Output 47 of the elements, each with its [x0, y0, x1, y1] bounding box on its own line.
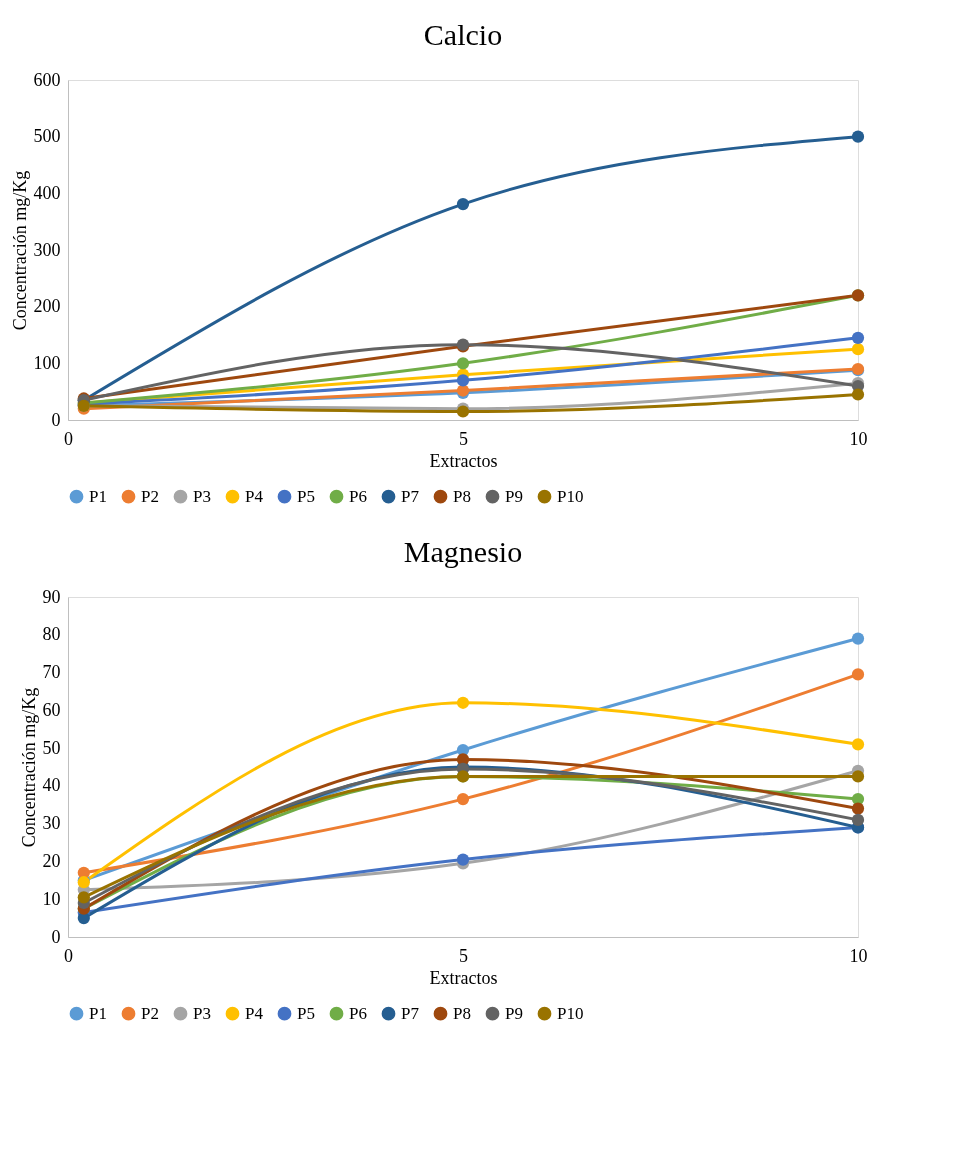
legend-label: P2 [141, 1003, 159, 1023]
legend-label: P6 [349, 1003, 367, 1023]
legend-label: P7 [401, 486, 420, 506]
legend-label: P8 [453, 1003, 471, 1023]
x-tick-label: 10 [849, 428, 868, 449]
legend-label: P5 [297, 486, 315, 506]
legend-label: P4 [245, 486, 264, 506]
x-tick-label: 5 [459, 945, 468, 966]
y-tick-label: 70 [42, 662, 61, 683]
y-tick-label: 80 [42, 624, 61, 645]
legend-label: P9 [505, 1003, 523, 1023]
legend-label: P4 [245, 1003, 264, 1023]
y-tick-label: 10 [42, 888, 61, 909]
legend-label: P3 [193, 486, 211, 506]
legend-label: P1 [89, 1003, 107, 1023]
legend-label: P10 [557, 486, 584, 506]
y-tick-label: 400 [33, 182, 61, 203]
y-tick-label: 20 [42, 850, 61, 871]
x-tick-label: 10 [849, 945, 868, 966]
y-tick-label: 600 [33, 69, 61, 90]
chart-title: Calcio [423, 18, 503, 51]
y-tick-label: 30 [42, 813, 61, 834]
legend-label: P3 [193, 1003, 211, 1023]
y-tick-label: 90 [42, 586, 61, 607]
y-tick-label: 0 [51, 409, 61, 430]
legend-label: P7 [401, 1003, 420, 1023]
y-axis-title: Concentración mg/Kg [9, 170, 30, 331]
legend-label: P10 [557, 1003, 584, 1023]
x-axis-title: Extractos [429, 450, 498, 471]
legend-label: P2 [141, 486, 159, 506]
y-axis-title: Concentración mg/Kg [18, 687, 39, 848]
y-tick-label: 0 [51, 926, 61, 947]
legend-label: P1 [89, 486, 107, 506]
chart-title: Magnesio [403, 535, 523, 568]
y-tick-label: 500 [33, 126, 61, 147]
legend-label: P8 [453, 486, 471, 506]
y-tick-label: 50 [42, 737, 61, 758]
y-tick-label: 40 [42, 775, 61, 796]
y-tick-label: 200 [33, 296, 61, 317]
legend-label: P5 [297, 1003, 315, 1023]
y-tick-label: 100 [33, 352, 61, 373]
legend-label: P9 [505, 486, 523, 506]
x-axis-title: Extractos [429, 967, 498, 988]
x-tick-label: 5 [459, 428, 468, 449]
y-tick-label: 300 [33, 239, 61, 260]
legend-label: P6 [349, 486, 367, 506]
y-tick-label: 60 [42, 699, 61, 720]
